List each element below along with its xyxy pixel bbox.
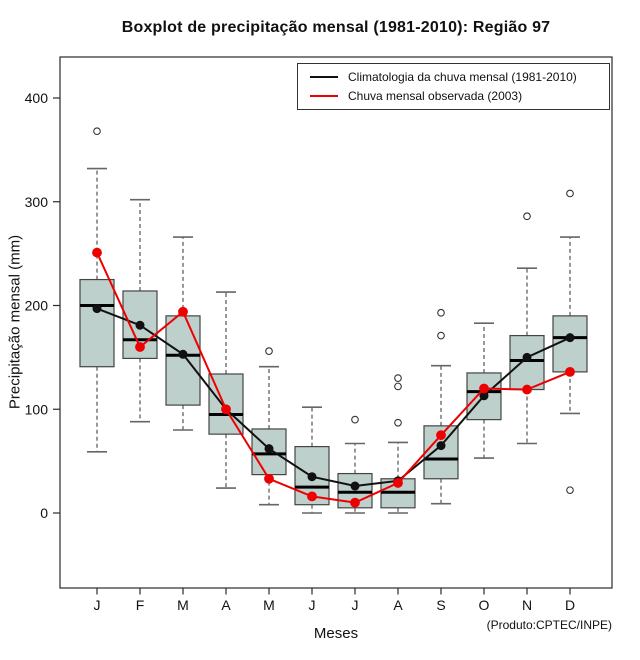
- y-tick-label: 200: [25, 298, 49, 314]
- x-tick-label: N: [522, 597, 532, 613]
- legend-item-observed: Chuva mensal observada (2003): [310, 89, 609, 104]
- observed-point: [178, 306, 188, 317]
- outlier-point: [265, 347, 273, 356]
- x-tick-label: O: [479, 597, 490, 613]
- y-tick-label: 300: [25, 194, 49, 210]
- outlier-point: [93, 127, 101, 136]
- outlier-point: [437, 331, 445, 340]
- y-tick-label: 100: [25, 401, 49, 417]
- box: [509, 334, 545, 391]
- outlier-point: [437, 308, 445, 317]
- plot-frame: [59, 56, 613, 589]
- observed-line: [96, 252, 571, 504]
- legend-item-climatology: Climatologia da chuva mensal (1981-2010): [310, 70, 609, 85]
- climatology-point: [264, 444, 274, 454]
- observed-point: [350, 497, 360, 508]
- outlier-point: [394, 418, 402, 427]
- climatology-point: [92, 304, 102, 314]
- observed-point: [135, 342, 145, 352]
- x-tick-label: M: [263, 597, 275, 613]
- x-axis-title: Meses: [313, 625, 359, 642]
- observed-point: [393, 478, 403, 488]
- climatology-point: [135, 320, 145, 330]
- climatology-point: [307, 472, 317, 482]
- chart-title: Boxplot de precipitação mensal (1981-201…: [121, 19, 551, 36]
- x-tick-label: S: [436, 597, 445, 613]
- x-tick-label: J: [309, 597, 316, 613]
- legend-line-swatch-climatology: [310, 76, 338, 78]
- outlier-point: [394, 382, 402, 391]
- x-tick-label: M: [177, 597, 189, 613]
- legend: Climatologia da chuva mensal (1981-2010)…: [297, 63, 610, 110]
- climatology-point: [565, 333, 575, 343]
- legend-label-observed: Chuva mensal observada (2003): [348, 89, 523, 103]
- x-tick-label: D: [565, 597, 575, 613]
- climatology-point: [178, 349, 188, 359]
- outlier-point: [566, 189, 574, 198]
- observed-point: [479, 383, 489, 394]
- observed-point: [221, 404, 231, 415]
- observed-point: [436, 430, 446, 441]
- box: [165, 315, 201, 406]
- x-tick-label: A: [221, 597, 231, 613]
- legend-line-swatch-observed: [310, 95, 338, 97]
- box: [251, 428, 287, 476]
- outlier-point: [351, 415, 359, 424]
- y-tick-label: 400: [25, 90, 49, 106]
- climatology-point: [522, 352, 532, 362]
- box: [466, 372, 502, 421]
- observed-point: [522, 384, 532, 395]
- observed-point: [565, 367, 575, 377]
- y-tick-label: 0: [40, 505, 48, 521]
- outlier-point: [566, 486, 574, 495]
- x-tick-label: J: [352, 597, 359, 613]
- legend-label-climatology: Climatologia da chuva mensal (1981-2010): [348, 70, 577, 84]
- climatology-point: [436, 441, 446, 451]
- observed-point: [92, 247, 102, 258]
- observed-point: [307, 491, 317, 502]
- climatology-point: [350, 481, 360, 491]
- outlier-point: [394, 374, 402, 382]
- outlier-point: [523, 212, 531, 221]
- producer-annotation: (Produto:CPTEC/INPE): [486, 618, 612, 632]
- x-tick-label: J: [94, 597, 101, 613]
- x-tick-label: A: [393, 597, 403, 613]
- x-tick-label: F: [136, 597, 145, 613]
- box: [79, 278, 115, 368]
- observed-point: [264, 473, 274, 484]
